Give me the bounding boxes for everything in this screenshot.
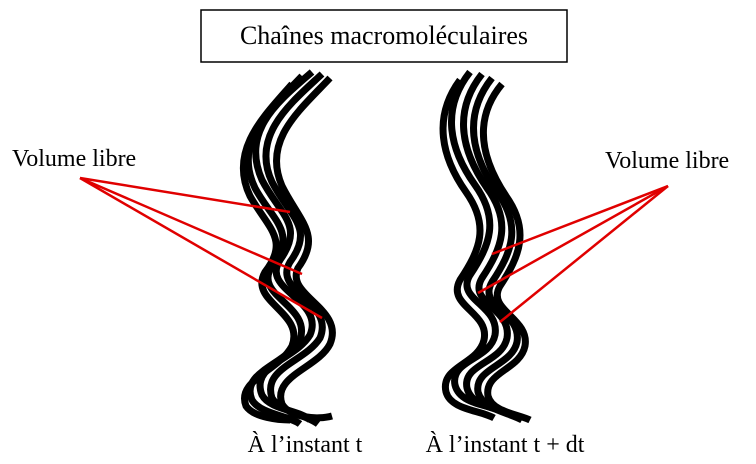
pointer-line: [477, 184, 669, 295]
pointer-line: [79, 176, 303, 276]
pointer-line: [499, 185, 669, 323]
right-chain: [439, 69, 532, 424]
pointer-line: [79, 176, 291, 214]
left-chain: [239, 69, 336, 427]
right-label: Volume libre: [605, 148, 729, 174]
title: Chaînes macromoléculaires: [240, 21, 528, 50]
left-caption: À l’instant t: [248, 432, 363, 458]
pointer-line: [79, 176, 323, 320]
left-label: Volume libre: [12, 146, 136, 172]
right-caption: À l’instant t + dt: [426, 432, 585, 458]
title-box: [200, 9, 568, 63]
pointer-line: [491, 184, 669, 256]
